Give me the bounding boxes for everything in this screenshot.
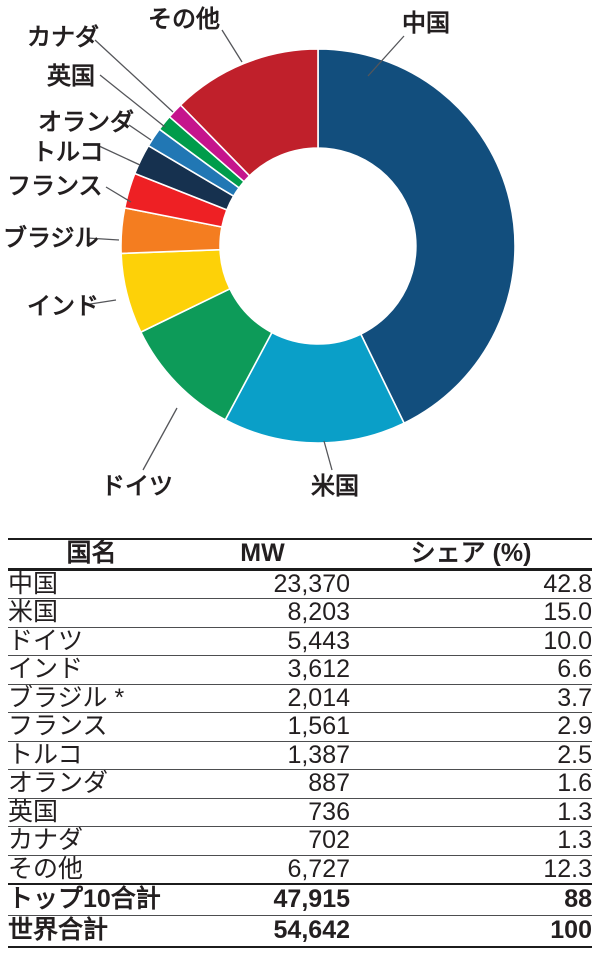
cell-mw: 2,014 [287,684,350,712]
cell-share: 6.6 [557,655,592,683]
table-row: オランダ 887 1.6 [8,769,592,798]
cell-mw: 887 [308,769,350,797]
cell-country: 米国 [8,598,59,626]
leader-line-france [105,186,132,203]
cell-country: フランス [8,712,108,740]
cell-share: 88 [564,885,592,914]
cell-country: トップ10合計 [8,885,161,914]
cell-mw: 3,612 [287,655,350,683]
data-table: 国名 MW シェア (%) 中国 23,370 42.8 米国 8,203 15.0 ドイツ… [8,538,592,948]
cell-share: 1.3 [557,826,592,854]
cell-share: 1.3 [557,798,592,826]
cell-share: 2.5 [557,741,592,769]
cell-country: その他 [8,855,84,883]
cell-country: 中国 [8,569,59,598]
table-row: 世界合計 54,642 100 [8,916,592,947]
slice-label-turkey: トルコ [32,139,104,166]
cell-mw: 23,370 [273,569,350,598]
column-header-share: シェア (%) [410,539,532,567]
table-row: トップ10合計 47,915 88 [8,884,592,916]
leader-line-germany [142,407,178,471]
column-header-country: 国名 [66,539,117,567]
cell-country: 英国 [8,798,59,826]
cell-share: 42.8 [543,569,592,598]
cell-country: ドイツ [8,627,84,655]
cell-country: トルコ [8,741,83,769]
cell-mw: 54,642 [273,916,350,945]
table-row: フランス 1,561 2.9 [8,712,592,741]
table-row: 英国 736 1.3 [8,798,592,827]
cell-mw: 8,203 [287,598,350,626]
column-header-mw: MW [240,539,285,567]
leader-line-others [221,29,243,63]
table-row: ブラジル * 2,014 3.7 [8,684,592,713]
cell-mw: 736 [308,798,350,826]
table-row: 米国 8,203 15.0 [8,598,592,627]
cell-country: 世界合計 [8,916,109,945]
donut-slice-others [179,48,319,177]
leader-line-brazil [86,237,120,241]
leader-line-turkey [98,145,141,166]
leader-line-canada [94,39,174,113]
slice-label-germany: ドイツ [101,473,173,500]
cell-share: 15.0 [543,598,592,626]
slice-label-canada: カナダ [27,23,99,51]
slice-label-netherlands: オランダ [38,108,134,136]
table-row: ドイツ 5,443 10.0 [8,627,592,656]
slice-label-usa: 米国 [311,473,359,500]
table-row: トルコ 1,387 2.5 [8,741,592,770]
cell-mw: 5,443 [287,627,350,655]
slice-label-others: その他 [148,6,220,33]
cell-mw: 702 [308,826,350,854]
cell-share: 2.9 [557,712,592,740]
cell-country: カナダ [8,826,84,854]
donut-slice-china [317,48,516,424]
table-row: インド 3,612 6.6 [8,655,592,684]
table-header-row: 国名 MW シェア (%) [8,539,592,569]
slice-label-china: 中国 [402,10,450,37]
cell-country: ブラジル * [8,684,125,712]
leader-line-uk [99,74,166,128]
leader-line-netherlands [128,124,152,141]
slice-label-india: インド [27,293,99,320]
cell-share: 3.7 [557,684,592,712]
table-row: その他 6,727 12.3 [8,855,592,884]
donut-chart: 中国米国 ドイツ インド ブラジル フランス トルコ オランダ 英国 カナダ その他 [3,6,516,500]
cell-country: オランダ [8,769,109,797]
cell-share: 12.3 [543,855,592,883]
leader-line-india [83,299,117,306]
cell-share: 1.6 [557,769,592,797]
cell-mw: 1,387 [287,741,350,769]
cell-mw: 47,915 [273,885,350,914]
leader-line-china [367,35,405,77]
cell-country: インド [8,655,84,683]
table-row: 中国 23,370 42.8 [8,569,592,599]
cell-share: 10.0 [543,627,592,655]
leader-line-usa [323,440,333,471]
slice-label-uk: 英国 [47,63,95,90]
cell-mw: 6,727 [287,855,350,883]
table-row: カナダ 702 1.3 [8,826,592,855]
cell-share: 100 [550,916,592,945]
slice-label-france: フランス [7,173,103,200]
slice-label-brazil: ブラジル [3,224,99,252]
cell-mw: 1,561 [287,712,350,740]
